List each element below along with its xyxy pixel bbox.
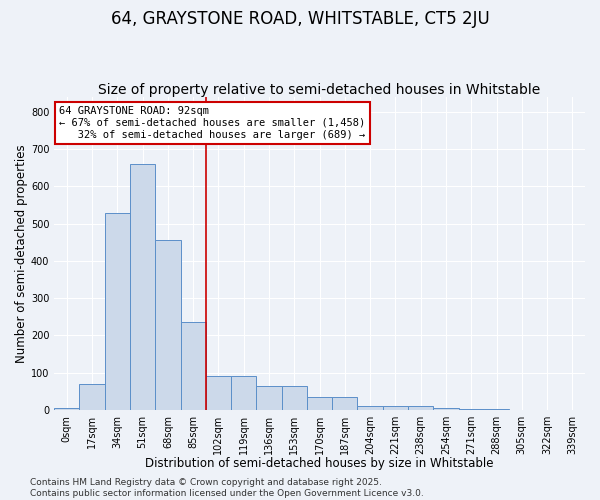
- Text: 64 GRAYSTONE ROAD: 92sqm
← 67% of semi-detached houses are smaller (1,458)
   32: 64 GRAYSTONE ROAD: 92sqm ← 67% of semi-d…: [59, 106, 365, 140]
- Bar: [181, 322, 206, 410]
- Bar: [408, 406, 433, 410]
- Y-axis label: Number of semi-detached properties: Number of semi-detached properties: [15, 144, 28, 363]
- Text: Contains HM Land Registry data © Crown copyright and database right 2025.
Contai: Contains HM Land Registry data © Crown c…: [30, 478, 424, 498]
- Bar: [383, 406, 408, 410]
- Bar: [130, 164, 155, 410]
- Bar: [458, 409, 484, 410]
- Bar: [206, 376, 231, 410]
- X-axis label: Distribution of semi-detached houses by size in Whitstable: Distribution of semi-detached houses by …: [145, 457, 494, 470]
- Bar: [358, 406, 383, 410]
- Bar: [433, 408, 458, 410]
- Bar: [332, 397, 358, 410]
- Bar: [79, 384, 104, 410]
- Bar: [281, 386, 307, 410]
- Text: 64, GRAYSTONE ROAD, WHITSTABLE, CT5 2JU: 64, GRAYSTONE ROAD, WHITSTABLE, CT5 2JU: [110, 10, 490, 28]
- Bar: [307, 397, 332, 410]
- Bar: [155, 240, 181, 410]
- Bar: [54, 408, 79, 410]
- Bar: [256, 386, 281, 410]
- Bar: [484, 409, 509, 410]
- Bar: [104, 212, 130, 410]
- Bar: [231, 376, 256, 410]
- Title: Size of property relative to semi-detached houses in Whitstable: Size of property relative to semi-detach…: [98, 83, 541, 97]
